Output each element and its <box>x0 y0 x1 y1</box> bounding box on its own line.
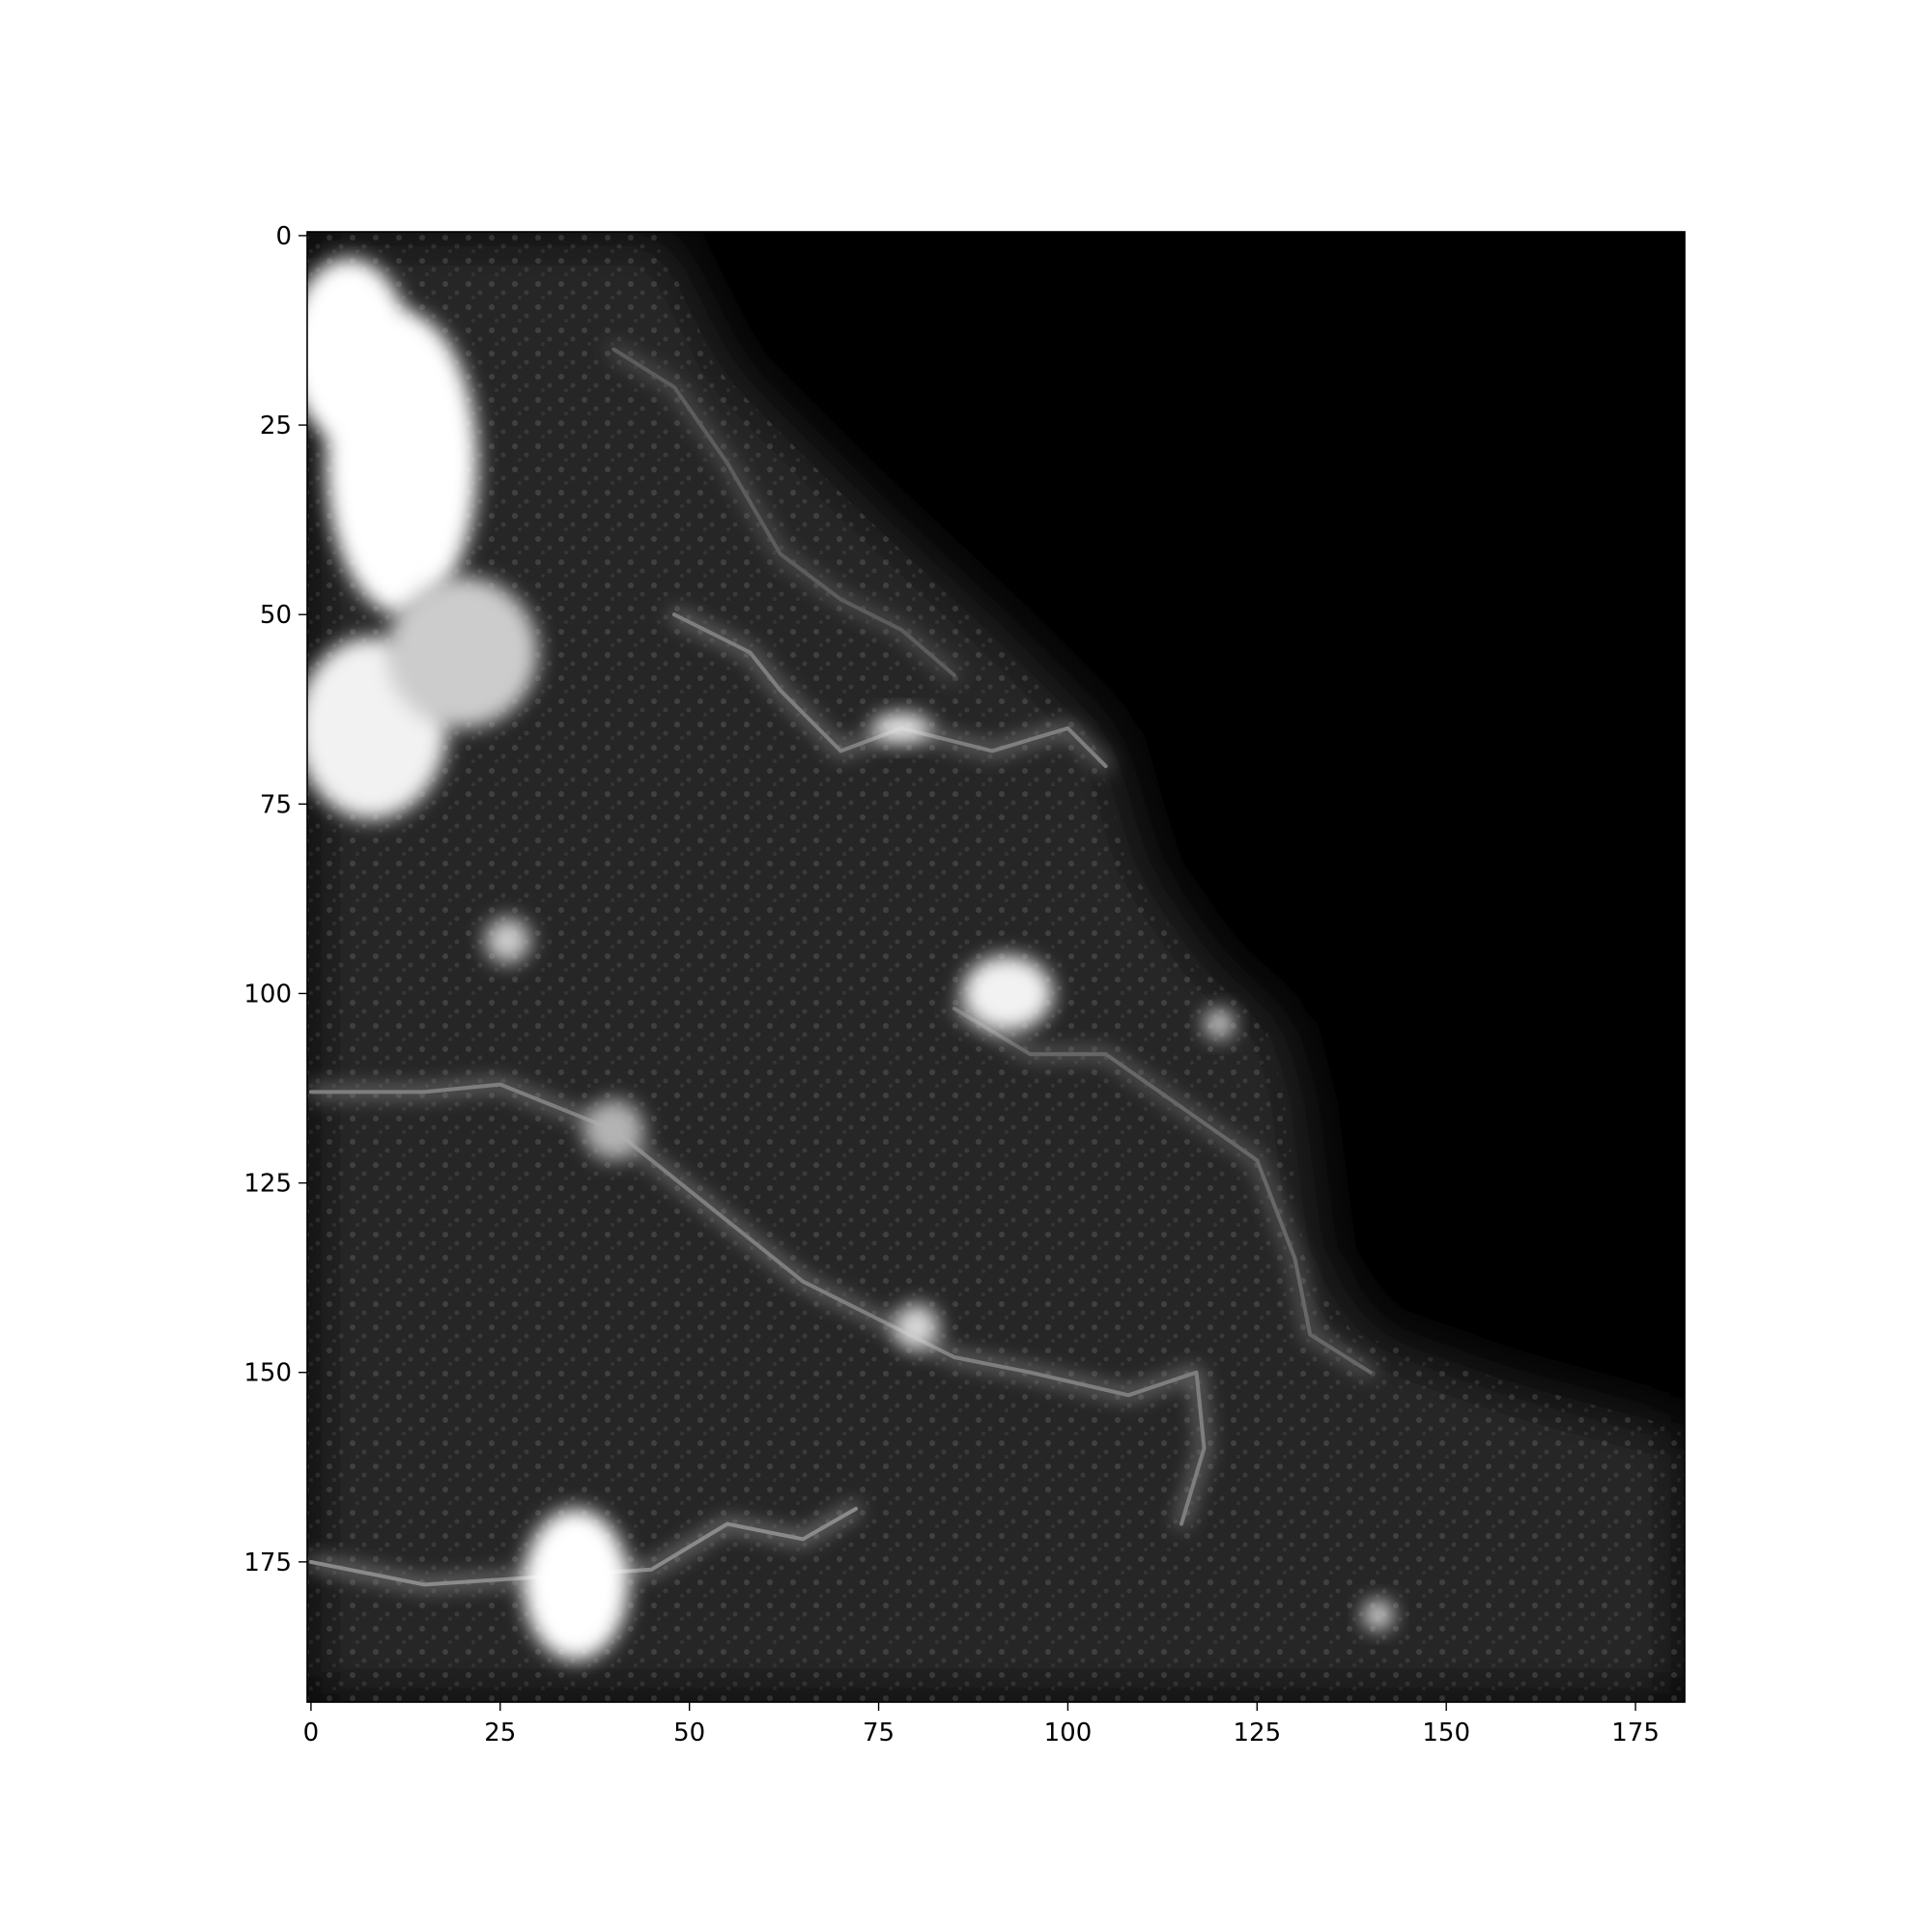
bright-regions <box>307 258 1394 1661</box>
plot-area <box>307 232 1685 1702</box>
bright-path-core-0 <box>308 1082 1207 1526</box>
bright-region-1 <box>307 258 410 440</box>
bright-region-8 <box>485 918 531 964</box>
bright-path-core-3 <box>308 1506 858 1587</box>
bright-paths <box>307 345 1376 1589</box>
x-tick-label-0: 0 <box>303 1719 320 1747</box>
x-tick-label-1: 25 <box>484 1719 516 1747</box>
y-tick-label-0: 0 <box>275 222 292 251</box>
y-tick-label-3: 75 <box>260 790 292 819</box>
bright-path-core-1 <box>672 612 1108 769</box>
x-tick-label-7: 175 <box>1611 1719 1660 1747</box>
bright-region-10 <box>1363 1600 1394 1631</box>
x-tick-label-5: 125 <box>1233 1719 1281 1747</box>
y-tick-label-6: 150 <box>243 1359 292 1388</box>
bright-region-9 <box>870 713 932 744</box>
bright-region-5 <box>961 955 1053 1032</box>
bright-region-4 <box>523 1508 629 1661</box>
x-axis: 0 25 50 75 100 125 150 175 <box>303 1702 1660 1747</box>
bright-region-6 <box>894 1304 940 1350</box>
bright-path-core-2 <box>611 347 956 677</box>
x-tick-label-3: 75 <box>863 1719 895 1747</box>
x-tick-label-6: 150 <box>1422 1719 1470 1747</box>
x-tick-label-2: 50 <box>673 1719 705 1747</box>
y-tick-label-7: 175 <box>243 1548 292 1577</box>
bright-region-11 <box>1204 1009 1235 1039</box>
x-tick-label-4: 100 <box>1044 1719 1093 1747</box>
y-tick-label-4: 100 <box>243 980 292 1009</box>
bright-path-core-4 <box>952 1007 1373 1375</box>
y-tick-label-5: 125 <box>243 1170 292 1199</box>
y-axis: 0 25 50 75 100 125 150 175 <box>243 222 307 1577</box>
plot-frame <box>306 231 1686 1703</box>
bright-region-7 <box>582 1099 644 1161</box>
y-tick-label-2: 50 <box>260 601 292 630</box>
bright-region-3 <box>386 576 538 728</box>
y-tick-label-1: 25 <box>260 412 292 440</box>
